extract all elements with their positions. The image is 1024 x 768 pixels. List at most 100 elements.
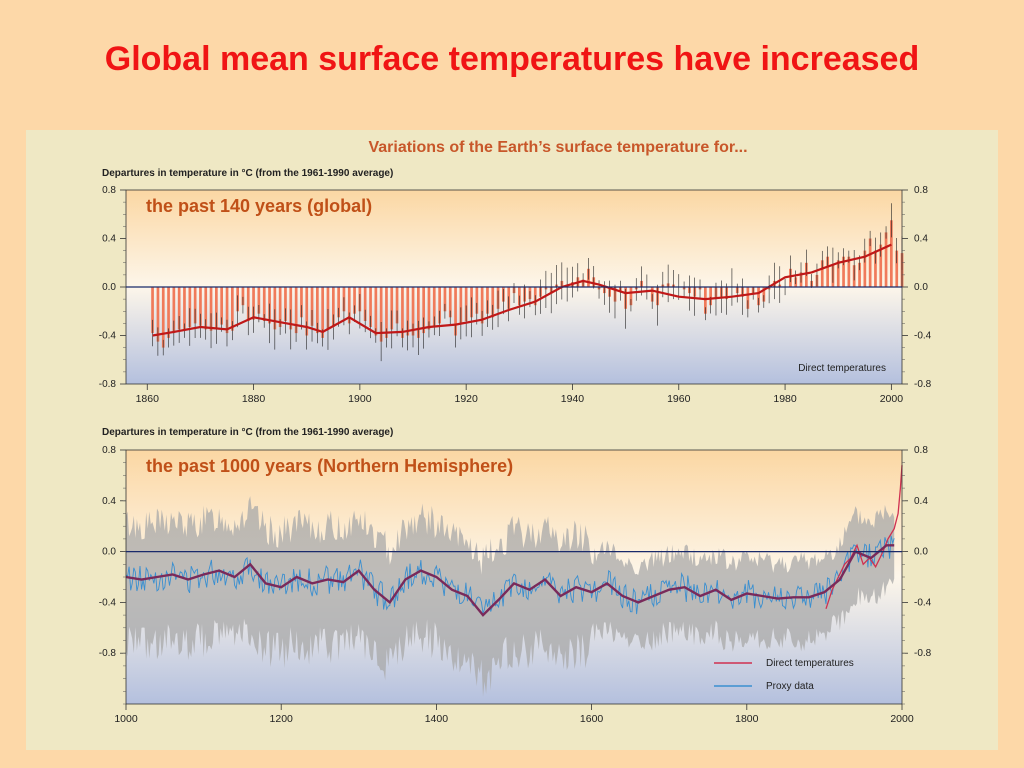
panel1-bar	[709, 287, 712, 306]
panel1-bar	[863, 250, 867, 287]
figure-title: Variations of the Earth’s surface temper…	[368, 139, 747, 156]
panel1-bar	[241, 287, 245, 306]
panel2-ytick-label-left: 0.8	[102, 445, 116, 456]
panel1-bar	[874, 250, 877, 287]
panel1-bar	[847, 256, 851, 287]
panel2-chart: 0.8 0.8 0.4 0.4 0.0 0.0 -0.4 -0.4 -0.8 -0.8 1000 12…	[99, 445, 932, 725]
panel1-bar	[890, 220, 893, 287]
panel2-xtick-label: 1600	[580, 713, 604, 725]
panel1-bar	[432, 287, 436, 326]
panel2-xtick-label: 1800	[735, 713, 759, 725]
panel1-bar	[347, 287, 351, 324]
legend-label-direct: Direct temperatures	[766, 658, 854, 669]
panel1-bar	[374, 287, 378, 336]
panel1-bar	[172, 287, 176, 334]
panel1-xtick-label: 1980	[773, 393, 797, 405]
panel2-ytick-label-left: -0.8	[99, 648, 117, 659]
panel1-bar	[757, 287, 760, 306]
panel1-bar	[842, 256, 845, 287]
panel2-ytick-label-right: 0.0	[914, 547, 928, 558]
panel1-bar	[199, 287, 202, 326]
panel1-xtick-label: 2000	[880, 393, 904, 405]
panel1-chart: 0.8 0.8 0.4 0.4 0.0 0.0 -0.4 -0.4 -0.8 -0.8 1860 18…	[99, 185, 932, 405]
panel1-ytick-label-right: -0.4	[914, 331, 932, 342]
figure-svg: Variations of the Earth’s surface temper…	[26, 130, 998, 750]
panel1-bar	[422, 287, 425, 334]
panel1-bar	[895, 250, 899, 287]
panel1-xtick-label: 1940	[561, 393, 585, 405]
panel1-bar	[836, 260, 840, 287]
panel1-bar	[151, 287, 154, 334]
panel2-ytick-label-left: -0.4	[99, 597, 117, 608]
panel2-xtick-label: 1000	[114, 713, 138, 725]
panel1-bar	[826, 256, 829, 287]
panel1-bar	[284, 287, 287, 321]
panel1-bar	[246, 287, 250, 321]
panel1-bar	[193, 287, 197, 324]
panel2-uncertainty-band	[126, 496, 895, 697]
panel1-bar	[209, 287, 213, 331]
panel1-xtick-label: 1880	[242, 393, 266, 405]
panel1-bar	[332, 287, 335, 327]
panel1-bar	[326, 287, 330, 330]
panel1-ytick-label-left: 0.0	[102, 282, 116, 293]
panel1-bar	[385, 287, 388, 338]
panel1-bar	[438, 287, 441, 324]
panel1-bar	[459, 287, 463, 324]
panel1-bar	[294, 287, 298, 334]
panel1-bar	[475, 287, 479, 314]
panel1-xtick-label: 1860	[136, 393, 160, 405]
panel1-ytick-label-left: -0.4	[99, 331, 117, 342]
slide-title: Global mean surface temperatures have in…	[104, 40, 920, 78]
panel2-ytick-label-left: 0.4	[102, 496, 116, 507]
panel1-bar	[704, 287, 707, 314]
panel2-ylabel: Departures in temperature in °C (from th…	[102, 427, 393, 438]
panel1-bar	[262, 287, 266, 321]
panel1-bar	[820, 260, 824, 287]
panel1-bar	[762, 287, 766, 302]
panel1-bar	[188, 287, 192, 327]
panel1-bar	[858, 262, 861, 288]
panel1-bar	[448, 287, 452, 318]
panel2-ytick-label-right: -0.8	[914, 648, 932, 659]
panel1-bar	[310, 287, 314, 326]
panel1-bar	[486, 287, 489, 314]
panel2-smooth-line	[125, 544, 895, 617]
panel2-ytick-label-right: 0.4	[914, 496, 928, 507]
legend-label-proxy: Proxy data	[766, 681, 814, 692]
panel2-xtick-label: 1400	[425, 713, 449, 725]
panel1-bar	[746, 287, 750, 309]
panel2-title: the past 1000 years (Northern Hemisphere…	[146, 456, 513, 476]
panel1-ytick-label-right: 0.8	[914, 185, 928, 196]
panel1-bar	[183, 287, 186, 331]
panel1-xtick-label: 1900	[348, 393, 372, 405]
panel1-ytick-label-left: 0.8	[102, 185, 116, 196]
panel1-title: the past 140 years (global)	[146, 196, 372, 216]
panel1-bar	[480, 287, 484, 324]
panel1-bar	[379, 287, 383, 342]
panel1-smooth-line	[152, 243, 892, 337]
panel1-xtick-label: 1920	[454, 393, 478, 405]
panel2-ytick-label-left: 0.0	[102, 547, 116, 558]
panel1-bar	[454, 287, 457, 336]
panel1-bar	[316, 287, 319, 334]
panel1-annotation: Direct temperatures	[798, 363, 886, 374]
panel2-ytick-label-right: -0.4	[914, 597, 932, 608]
panel1-bar	[369, 287, 372, 327]
panel1-ylabel: Departures in temperature in °C (from th…	[102, 168, 393, 179]
panel1-bar	[879, 244, 883, 287]
panel1-bar	[363, 287, 367, 321]
panel1-bar	[257, 287, 261, 314]
panel1-bar	[289, 287, 293, 330]
panel1-bar	[629, 287, 633, 306]
panel2-xtick-label: 2000	[890, 713, 914, 725]
panel1-bar	[443, 287, 447, 312]
panel1-bar	[167, 287, 170, 338]
panel1-bar	[215, 287, 218, 329]
panel1-bar	[427, 287, 431, 330]
panel1-bar	[231, 287, 234, 331]
panel1-bar	[406, 287, 410, 336]
panel1-bar	[278, 287, 282, 327]
panel1-bar	[204, 287, 208, 330]
panel1-bar	[252, 287, 255, 320]
